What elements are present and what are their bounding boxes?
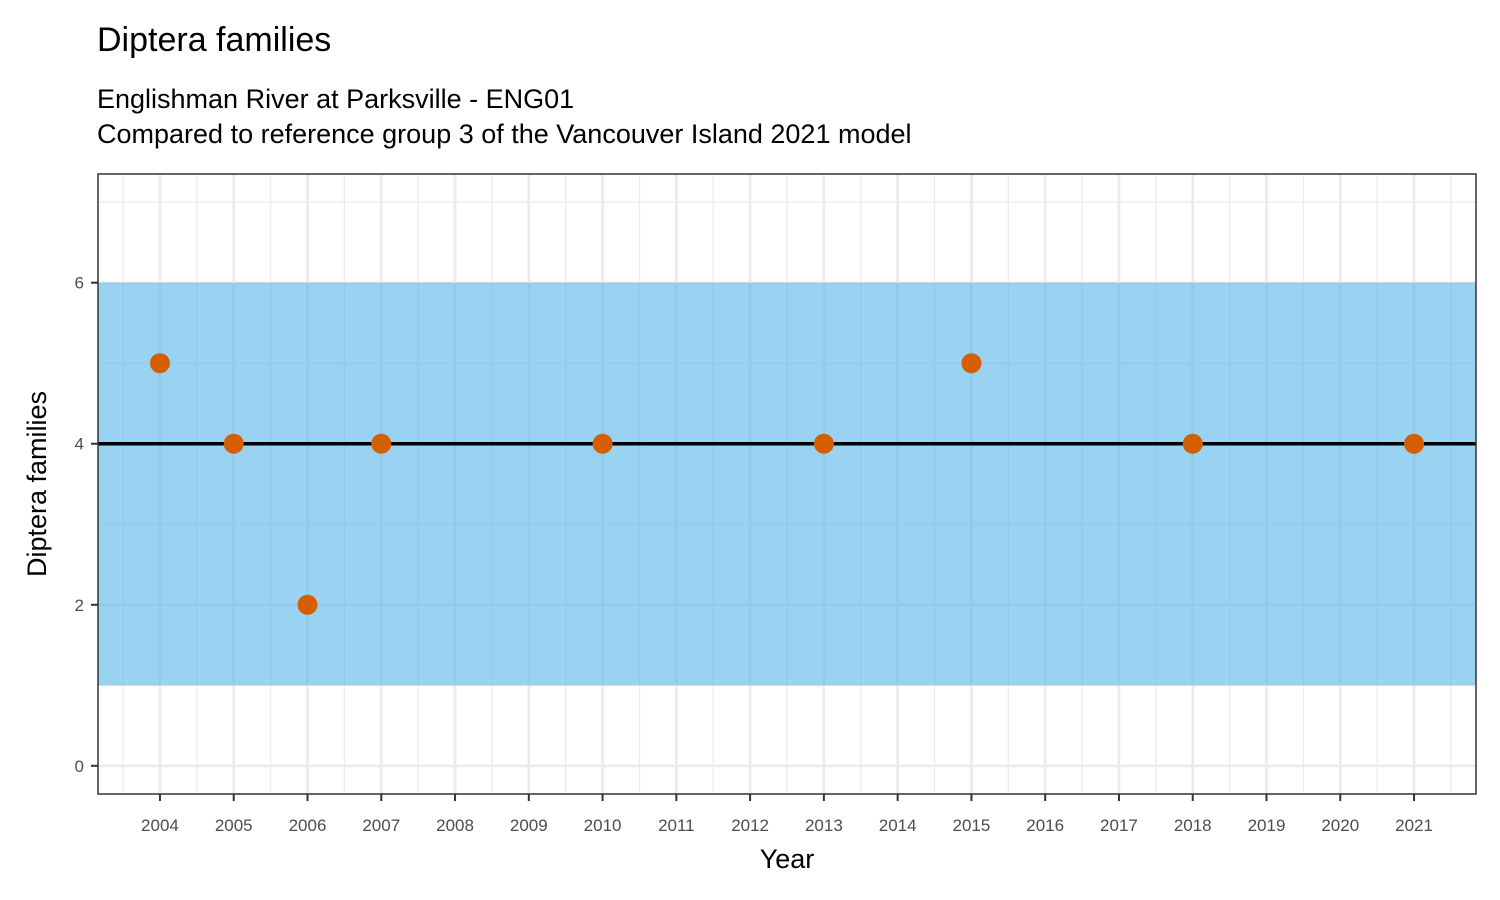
x-tick-label: 2010 — [584, 816, 622, 835]
x-tick-label: 2020 — [1321, 816, 1359, 835]
data-point — [297, 594, 318, 615]
chart-subtitle-line-1: Englishman River at Parksville - ENG01 — [97, 84, 574, 114]
x-tick-label: 2015 — [953, 816, 991, 835]
data-point — [149, 353, 170, 374]
panel-border — [97, 173, 1477, 795]
y-tick-label: 4 — [75, 435, 84, 454]
data-point — [961, 353, 982, 374]
x-tick-label: 2008 — [436, 816, 474, 835]
data-point — [592, 433, 613, 454]
x-tick-label: 2014 — [879, 816, 917, 835]
x-tick-label: 2009 — [510, 816, 548, 835]
x-tick-label: 2012 — [731, 816, 769, 835]
y-tick-label: 0 — [75, 757, 84, 776]
x-tick-label: 2016 — [1026, 816, 1064, 835]
y-tick-label: 2 — [75, 596, 84, 615]
x-tick-label: 2011 — [658, 816, 695, 835]
chart-title: Diptera families — [97, 21, 331, 59]
x-tick-label: 2005 — [215, 816, 253, 835]
x-tick-label: 2004 — [141, 816, 179, 835]
data-point — [1182, 433, 1203, 454]
y-axis-label: Diptera families — [22, 391, 52, 577]
x-tick-label: 2017 — [1100, 816, 1138, 835]
data-point — [371, 433, 392, 454]
reference-band — [98, 282, 1476, 686]
x-axis-label: Year — [760, 844, 815, 874]
y-tick-label: 6 — [75, 274, 84, 293]
chart-subtitle-line-2: Compared to reference group 3 of the Van… — [97, 119, 912, 149]
data-point — [1404, 433, 1425, 454]
x-tick-label: 2006 — [289, 816, 327, 835]
data-point — [813, 433, 834, 454]
x-tick-label: 2019 — [1248, 816, 1286, 835]
x-tick-label: 2018 — [1174, 816, 1212, 835]
data-point — [223, 433, 244, 454]
x-tick-label: 2021 — [1395, 816, 1433, 835]
x-tick-label: 2007 — [362, 816, 400, 835]
x-tick-label: 2013 — [805, 816, 843, 835]
